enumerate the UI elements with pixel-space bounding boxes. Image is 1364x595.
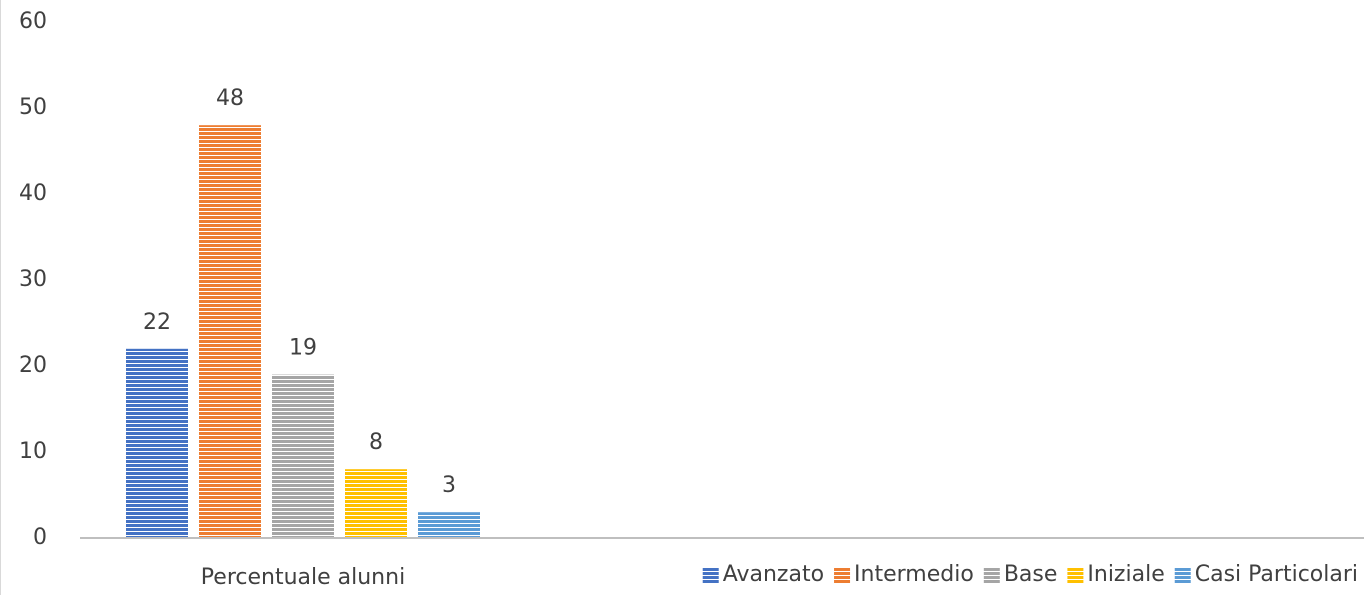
legend-item: Base [983, 562, 1058, 587]
data-label: 19 [289, 336, 317, 361]
legend-item: Avanzato [702, 562, 824, 587]
data-label: 3 [442, 473, 456, 498]
legend-label: Avanzato [723, 562, 824, 587]
legend-label: Base [1004, 562, 1058, 587]
legend-label: Casi Particolari [1195, 562, 1358, 587]
y-tick-label: 20 [19, 353, 47, 378]
bar [418, 512, 480, 538]
y-tick-label: 50 [19, 95, 47, 120]
y-tick-label: 60 [19, 9, 47, 34]
legend-label: Intermedio [854, 562, 974, 587]
legend-label: Iniziale [1087, 562, 1164, 587]
bar [199, 125, 261, 538]
data-label: 48 [216, 86, 244, 111]
legend-swatch [834, 567, 851, 583]
legend-swatch [702, 567, 719, 583]
y-tick-label: 10 [19, 439, 47, 464]
x-tick-label: Percentuale alunni [201, 565, 405, 590]
legend-swatch [983, 567, 1000, 583]
bar [126, 348, 188, 538]
y-tick-label: 30 [19, 267, 47, 292]
bar [345, 469, 407, 538]
legend-item: Casi Particolari [1174, 562, 1358, 587]
y-tick-label: 40 [19, 181, 47, 206]
legend-item: Intermedio [834, 562, 974, 587]
data-label: 22 [143, 310, 171, 335]
bar [272, 374, 334, 538]
legend-swatch [1174, 567, 1191, 583]
legend-item: Iniziale [1067, 562, 1165, 587]
data-label: 8 [369, 430, 383, 455]
y-tick-label: 0 [33, 525, 47, 550]
legend-swatch [1067, 567, 1084, 583]
